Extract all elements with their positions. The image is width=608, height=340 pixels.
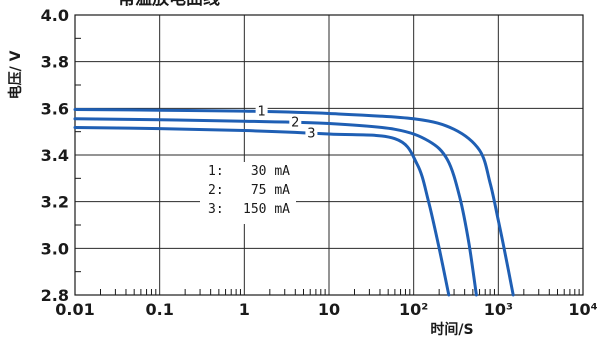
series-label-2: 2 [291, 116, 299, 131]
x-tick-label: 0.1 [145, 300, 173, 319]
legend-key-3: 3: [208, 202, 224, 217]
series-label-bg-2 [289, 114, 302, 129]
series-label-bg-3 [305, 125, 318, 140]
y-tick-label: 4.0 [41, 6, 69, 25]
legend-value-2: 75 mA [251, 183, 290, 198]
x-tick-label: 10 [318, 300, 340, 319]
y-tick-label: 3.8 [41, 53, 69, 72]
series-label-bg-1 [255, 103, 268, 118]
series-label-1: 1 [257, 105, 265, 120]
x-tick-label: 10³ [484, 300, 513, 319]
y-tick-label: 3.0 [41, 239, 69, 258]
series-lines: 1 23 [73, 103, 515, 297]
legend-box [200, 162, 296, 224]
y-tick-label: 2.8 [41, 286, 69, 305]
minor-ticks [75, 37, 580, 295]
plot-frame [74, 14, 584, 296]
legend-key-1: 1: [208, 164, 224, 179]
chart-title: 常温放电曲线 [118, 0, 220, 9]
series-line-2 [73, 117, 478, 297]
y-tick-label: 3.4 [41, 146, 69, 165]
grid [74, 14, 584, 296]
x-tick-labels: 0.01 0.1 1 10 10² 10³ 10⁴ [55, 300, 597, 319]
series-label-3: 3 [307, 126, 315, 141]
legend-key-2: 2: [208, 183, 224, 198]
y-tick-labels: 2.8 3.0 3.2 3.4 3.6 3.8 4.0 [41, 6, 69, 305]
x-axis-label: 时间/S [430, 321, 473, 338]
y-tick-label: 3.2 [41, 193, 69, 212]
x-tick-label: 10² [399, 300, 428, 319]
series-line-1 [73, 108, 515, 297]
series-line-3 [73, 126, 451, 297]
y-axis-label: 电压/ V [7, 50, 24, 99]
x-tick-label: 0.01 [55, 300, 94, 319]
legend-value-1: 30 mA [251, 164, 290, 179]
x-tick-label: 1 [239, 300, 250, 319]
legend-value-3: 150 mA [243, 202, 290, 217]
y-tick-label: 3.6 [41, 99, 69, 118]
x-tick-label: 10⁴ [568, 300, 597, 319]
legend: 1: 30 mA 2: 75 mA 3: 150 mA [200, 162, 296, 224]
